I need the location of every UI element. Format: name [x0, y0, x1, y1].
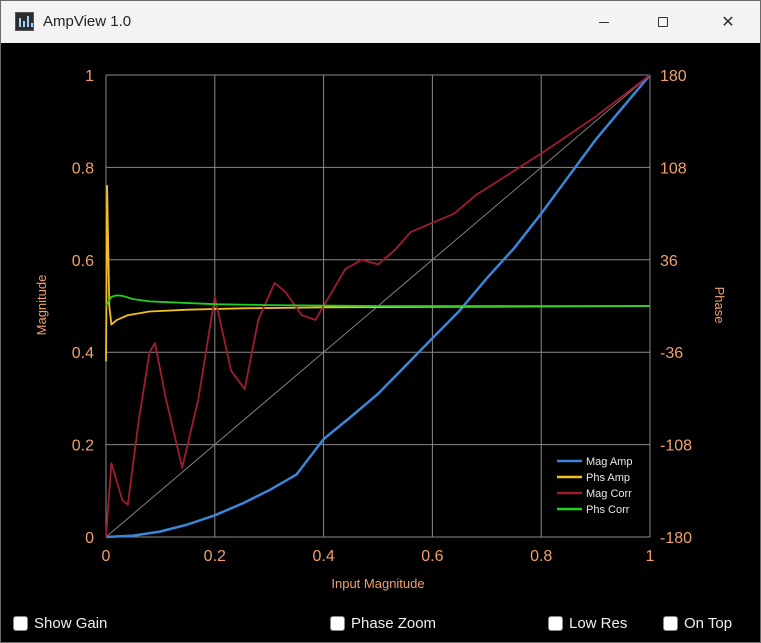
- options-bar: Show Gain Phase Zoom Low Res On Top: [1, 611, 760, 641]
- checkbox-box[interactable]: [13, 616, 28, 631]
- x-tick-label: 0.8: [530, 548, 552, 565]
- window-title: AmpView 1.0: [43, 13, 132, 30]
- x-tick-label: 0.4: [312, 548, 334, 565]
- checkbox-box[interactable]: [330, 616, 345, 631]
- y2-tick-label: 108: [660, 160, 687, 177]
- legend-label: Mag Amp: [586, 456, 632, 468]
- on-top-checkbox[interactable]: On Top: [663, 615, 732, 632]
- x-tick-label: 0.2: [204, 548, 226, 565]
- legend-label: Phs Corr: [586, 504, 630, 516]
- series-line-phs-corr: [105, 294, 650, 307]
- series-line-mag-corr: [105, 74, 651, 538]
- phase-zoom-label: Phase Zoom: [351, 615, 437, 632]
- legend-label: Phs Amp: [586, 472, 630, 484]
- y2-axis-title: Phase: [712, 287, 727, 324]
- y-tick-label: 0.8: [72, 160, 94, 177]
- y2-tick-label: 180: [660, 68, 687, 85]
- checkbox-box[interactable]: [548, 616, 563, 631]
- minimize-icon: [599, 21, 609, 23]
- close-button[interactable]: ✕: [700, 1, 756, 43]
- app-icon: [15, 12, 34, 31]
- y2-tick-label: -108: [660, 438, 692, 455]
- low-res-checkbox[interactable]: Low Res: [548, 615, 627, 632]
- low-res-label: Low Res: [569, 615, 628, 632]
- x-tick-label: 1: [646, 548, 655, 565]
- title-bar[interactable]: AmpView 1.0 ✕: [1, 1, 760, 43]
- y-axis-title: Magnitude: [34, 275, 49, 336]
- x-tick-label: 0.6: [421, 548, 443, 565]
- amplifier-chart: 0 0.2 0.4 0.6 0.8 1 0 0.2 0.4 0.6 0.8 1 -180 -108 -36 3…: [34, 68, 727, 591]
- legend-label: Mag Corr: [586, 488, 632, 500]
- legend: Mag Amp Phs Amp Mag Corr Phs Corr: [557, 456, 632, 516]
- series-line-phs-amp: [105, 184, 651, 362]
- checkbox-box[interactable]: [663, 616, 678, 631]
- tick-labels: 0 0.2 0.4 0.6 0.8 1 0 0.2 0.4 0.6 0.8 1 -180 -108 -36 3…: [72, 68, 692, 565]
- y-tick-label: 0.2: [72, 438, 94, 455]
- minimize-button[interactable]: [576, 1, 632, 43]
- y-tick-label: 0.6: [72, 253, 94, 270]
- y2-tick-label: 36: [660, 253, 678, 270]
- series-group: [105, 74, 651, 539]
- series-line-mag-amp: [105, 74, 651, 539]
- x-tick-label: 0: [102, 548, 111, 565]
- y-tick-label: 0: [85, 530, 94, 547]
- y2-tick-label: -180: [660, 530, 692, 547]
- show-gain-label: Show Gain: [34, 615, 108, 632]
- y-tick-label: 0.4: [72, 345, 94, 362]
- phase-zoom-checkbox[interactable]: Phase Zoom: [330, 615, 436, 632]
- show-gain-checkbox[interactable]: Show Gain: [13, 615, 107, 632]
- y-tick-label: 1: [85, 68, 94, 85]
- close-icon: ✕: [721, 14, 735, 31]
- maximize-icon: [658, 17, 668, 27]
- on-top-label: On Top: [684, 615, 733, 632]
- y2-tick-label: -36: [660, 345, 683, 362]
- x-axis-title: Input Magnitude: [331, 576, 424, 591]
- maximize-button[interactable]: [635, 1, 691, 43]
